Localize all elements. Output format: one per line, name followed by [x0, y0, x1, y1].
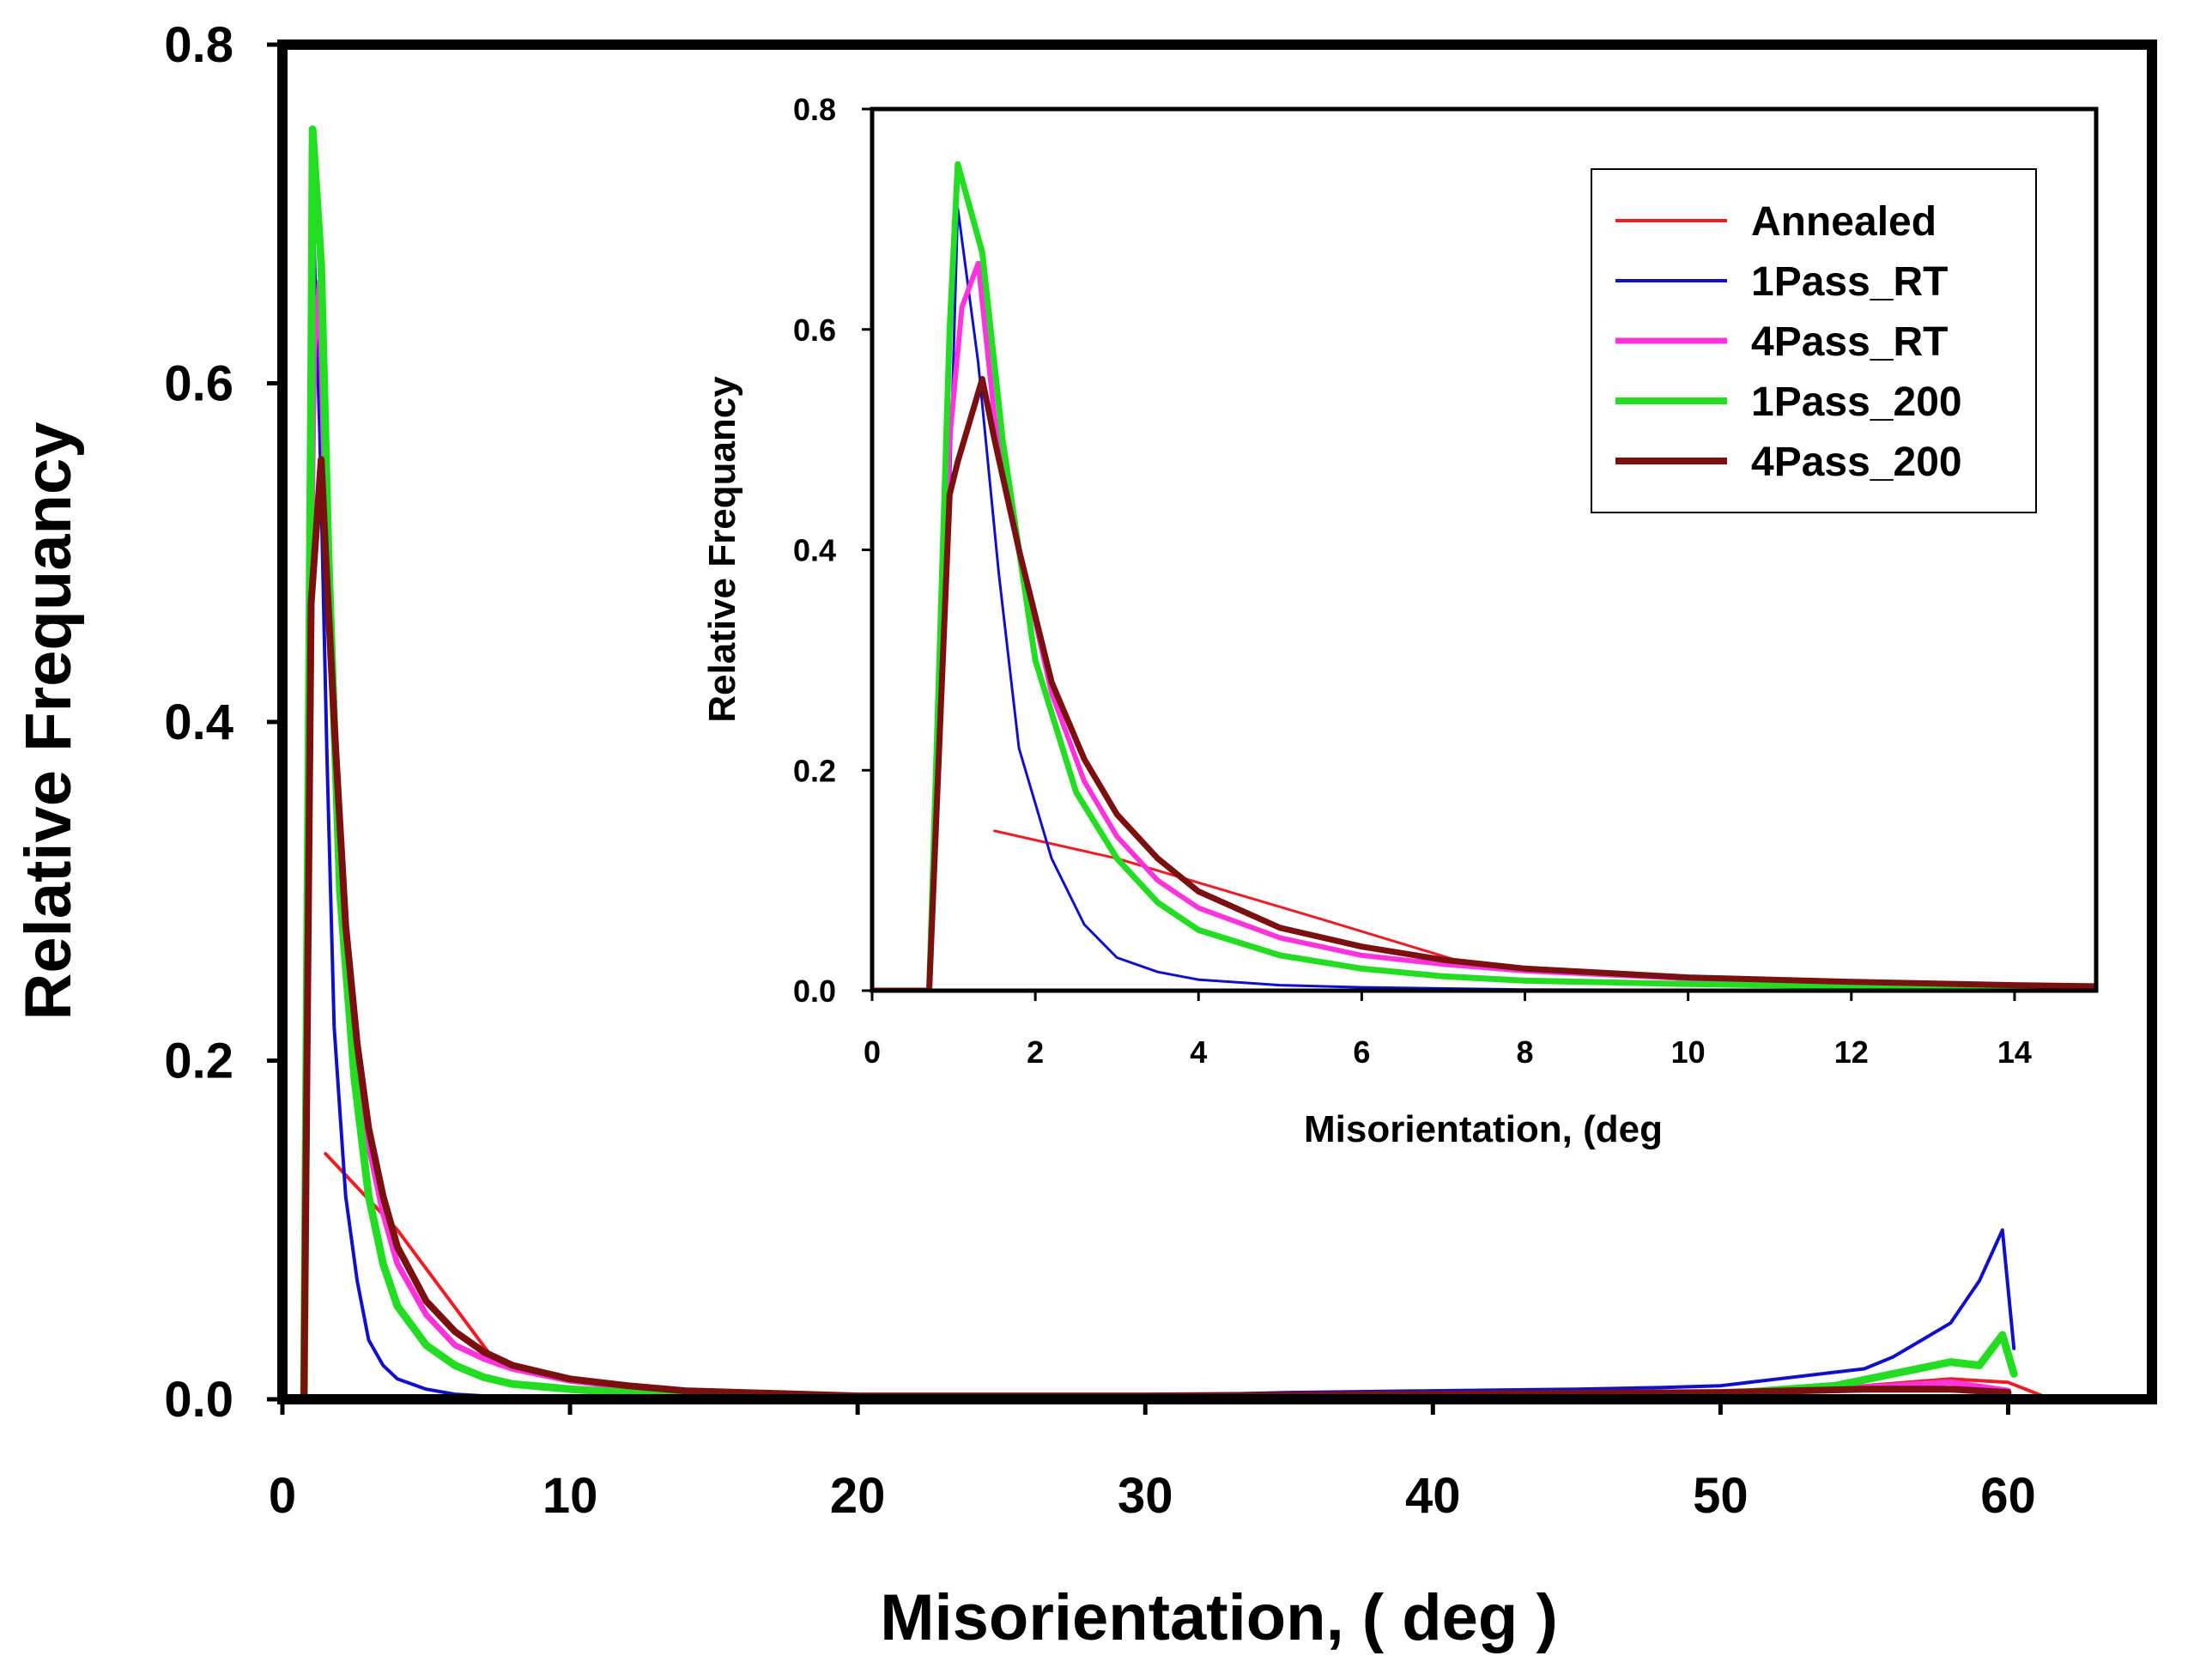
x-tick-label: 30	[1118, 1468, 1173, 1524]
x-tick-label: 10	[1671, 1034, 1706, 1070]
x-tick-label: 0	[269, 1468, 296, 1524]
x-tick-label: 4	[1190, 1034, 1207, 1070]
series-line-4pass-200	[872, 376, 2096, 991]
y-tick-label: 0.4	[793, 533, 836, 568]
series-line-1pass-200	[872, 161, 2096, 991]
y-tick-label: 0.8	[793, 92, 836, 127]
main-chart: 0.00.20.40.60.8 0 10 20 30 40 50 60 Misorienta…	[12, 17, 2157, 1654]
inset-x-axis-label: Misorientation, (deg	[1304, 1108, 1663, 1150]
inset-series-group	[872, 161, 2096, 991]
main-x-axis-label: Misorientation, ( deg )	[880, 1581, 1558, 1654]
series-line-1pass-rt	[872, 207, 2096, 991]
x-tick-label: 20	[830, 1468, 886, 1524]
legend-label: Annealed	[1751, 199, 1936, 245]
y-tick-label: 0.0	[164, 1372, 233, 1428]
x-tick-label: 60	[1980, 1468, 2036, 1524]
y-tick-label: 0.8	[164, 17, 233, 73]
main-x-axis: 0 10 20 30 40 50 60	[269, 1399, 2036, 1524]
x-tick-label: 8	[1517, 1034, 1534, 1070]
legend-label: 1Pass_RT	[1751, 259, 1948, 305]
y-tick-label: 0.2	[793, 753, 836, 788]
x-tick-label: 14	[1997, 1034, 2032, 1070]
x-tick-label: 50	[1693, 1468, 1749, 1524]
main-y-axis-label: Relative Frequancy	[12, 422, 85, 1021]
series-line-1pass-200	[293, 125, 2018, 1399]
legend-entry: Annealed	[1615, 199, 1936, 245]
y-tick-label: 0.6	[793, 312, 836, 348]
inset-chart: 0.0 0.2 0.4 0.6 0.8 0 2 4 6 8 10 12 14 Misorientati…	[701, 92, 2099, 1150]
legend-entry: 1Pass_200	[1615, 379, 1962, 425]
x-tick-label: 2	[1027, 1034, 1044, 1070]
x-tick-label: 10	[542, 1468, 598, 1524]
x-tick-label: 6	[1353, 1034, 1370, 1070]
x-tick-label: 12	[1834, 1034, 1869, 1070]
legend-entry: 4Pass_200	[1615, 440, 1962, 485]
y-tick-label: 0.6	[164, 356, 233, 412]
legend-entry: 4Pass_RT	[1615, 319, 1948, 365]
x-tick-label: 0	[864, 1034, 881, 1070]
x-tick-label: 40	[1405, 1468, 1461, 1524]
legend-entry: 1Pass_RT	[1615, 259, 1948, 305]
y-tick-label: 0.0	[793, 973, 836, 1009]
main-y-axis: 0.0 0.2 0.4 0.6 0.8	[164, 17, 282, 1428]
inset-y-axis-label: Relative Frequancy	[701, 376, 743, 723]
legend: Annealed 1Pass_RT 4Pass_RT 1Pass_200 4Pa…	[1591, 168, 2037, 513]
inset-x-axis: 0 2 4 6 8 10 12 14	[864, 991, 2032, 1070]
series-line-1pass-rt	[294, 195, 2016, 1399]
y-tick-label: 0.4	[164, 694, 233, 750]
legend-label: 4Pass_RT	[1751, 319, 1948, 365]
inset-y-axis: 0.0 0.2 0.4 0.6 0.8	[793, 92, 872, 1009]
legend-label: 1Pass_200	[1751, 379, 1962, 425]
y-tick-label: 0.2	[164, 1034, 233, 1089]
legend-label: 4Pass_200	[1751, 440, 1962, 485]
